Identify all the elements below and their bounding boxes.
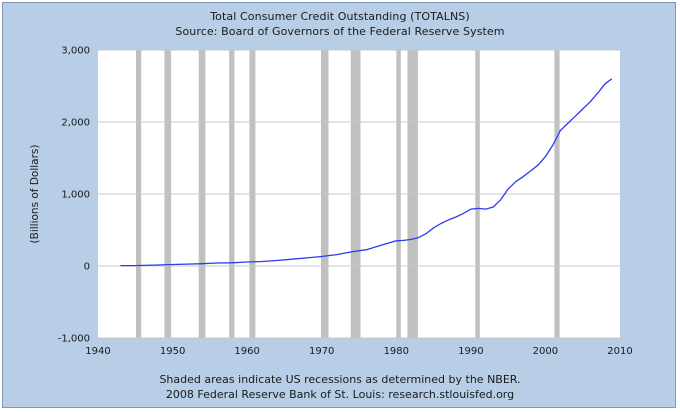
recession-note: Shaded areas indicate US recessions as d… xyxy=(159,373,521,386)
series-line-0 xyxy=(120,78,613,267)
x-tick-label: 1970 xyxy=(309,346,334,357)
x-tick-label: 1960 xyxy=(234,346,259,357)
y-tick-label: 2,000 xyxy=(61,118,90,129)
grid-lines xyxy=(98,49,620,339)
chart-title: Total Consumer Credit Outstanding (TOTAL… xyxy=(210,10,470,23)
source-credit: 2008 Federal Reserve Bank of St. Louis: … xyxy=(165,388,515,401)
y-tick-label: 0 xyxy=(84,262,90,273)
y-tick-label: -1,000 xyxy=(58,334,90,345)
y-tick-label: 1,000 xyxy=(61,190,90,201)
series-layer xyxy=(120,78,613,267)
chart-subtitle: Source: Board of Governors of the Federa… xyxy=(175,25,505,38)
y-tick-label: 3,000 xyxy=(61,46,90,57)
tick-labels: -1,000 0 1,000 2,000 3,000 1940 1950 1960 1970 19… xyxy=(58,46,633,358)
x-tick-label: 1990 xyxy=(458,346,483,357)
x-tick-label: 2000 xyxy=(533,346,558,357)
x-tick-label: 2010 xyxy=(607,346,632,357)
x-tick-label: 1950 xyxy=(160,346,185,357)
y-axis-label: (Billions of Dollars) xyxy=(29,145,41,244)
x-tick-label: 1940 xyxy=(85,346,110,357)
x-tick-label: 1980 xyxy=(384,346,409,357)
